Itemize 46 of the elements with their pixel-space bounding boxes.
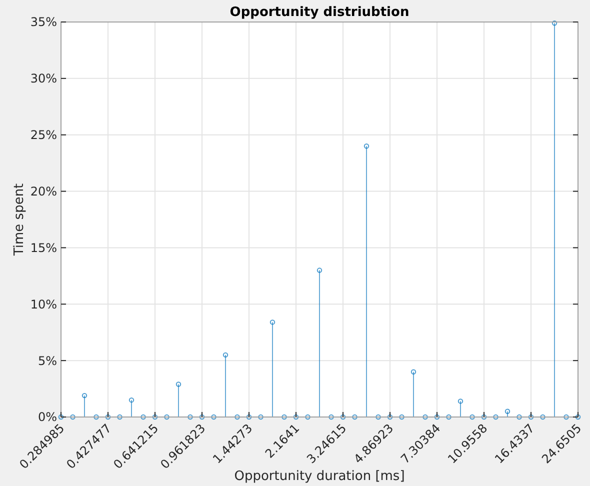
y-tick-label: 30% bbox=[30, 72, 57, 86]
point bbox=[528, 414, 534, 420]
point bbox=[188, 414, 193, 420]
point bbox=[516, 414, 522, 420]
chart-title: Opportunity distriubtion bbox=[230, 5, 410, 20]
point bbox=[446, 414, 452, 420]
point bbox=[152, 414, 158, 420]
y-tick-label: 25% bbox=[30, 128, 57, 142]
y-tick-label: 20% bbox=[30, 184, 57, 198]
point bbox=[470, 414, 475, 420]
point bbox=[376, 414, 381, 420]
point bbox=[399, 414, 404, 420]
point bbox=[70, 414, 76, 420]
point bbox=[293, 414, 299, 420]
point bbox=[117, 414, 122, 420]
point bbox=[140, 414, 146, 420]
point bbox=[234, 414, 240, 420]
y-tick-label: 15% bbox=[30, 240, 57, 255]
point bbox=[422, 414, 428, 420]
point bbox=[211, 414, 216, 420]
point bbox=[493, 414, 498, 420]
point bbox=[105, 414, 111, 420]
y-tick-label: 0% bbox=[38, 410, 57, 424]
point bbox=[282, 414, 287, 420]
point bbox=[258, 414, 264, 420]
point bbox=[305, 414, 310, 420]
point bbox=[387, 414, 393, 420]
point bbox=[481, 414, 487, 420]
point bbox=[434, 414, 440, 420]
point bbox=[564, 414, 569, 420]
point bbox=[164, 414, 170, 420]
point bbox=[58, 414, 64, 420]
point bbox=[575, 414, 581, 420]
point bbox=[340, 414, 346, 420]
y-tick-label: 10% bbox=[30, 297, 57, 312]
point bbox=[504, 408, 510, 414]
point bbox=[328, 414, 334, 420]
point bbox=[94, 414, 99, 420]
y-tick-label: 35% bbox=[30, 15, 57, 30]
point bbox=[246, 414, 252, 420]
point bbox=[540, 414, 546, 420]
point bbox=[199, 414, 205, 420]
y-tick-label: 5% bbox=[38, 354, 57, 368]
y-axis-title: Time spent bbox=[12, 183, 27, 257]
point bbox=[352, 414, 358, 420]
x-axis-title: Opportunity duration [ms] bbox=[234, 469, 405, 484]
